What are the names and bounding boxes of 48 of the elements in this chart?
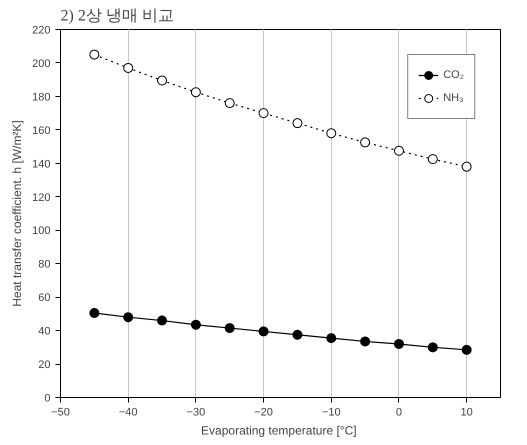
point xyxy=(190,87,201,98)
x-axis-title: Evaporating temperature [°C] xyxy=(201,424,357,438)
point xyxy=(394,338,404,349)
y-tick-label: 220 xyxy=(32,24,51,36)
x-tick-label: 0 xyxy=(396,406,402,418)
y-tick-label: 200 xyxy=(32,58,51,70)
point xyxy=(224,323,235,334)
y-axis-title: Heat transfer coefficient. h [W/m²K] xyxy=(10,120,24,307)
point xyxy=(462,344,472,355)
point xyxy=(360,137,370,148)
y-tick-label: 180 xyxy=(32,91,51,104)
point xyxy=(123,62,134,73)
y-tick-label: 40 xyxy=(38,326,51,338)
point xyxy=(292,118,302,128)
point xyxy=(428,342,438,352)
legend-label: CO₂ xyxy=(443,69,464,81)
x-tick-label: −20 xyxy=(254,406,273,418)
y-tick-label: 120 xyxy=(32,192,51,204)
x-tick-label: −40 xyxy=(118,406,138,418)
point xyxy=(123,312,134,322)
point xyxy=(157,316,168,326)
point xyxy=(190,320,201,330)
point xyxy=(326,128,336,138)
point xyxy=(326,333,336,344)
point xyxy=(224,98,235,108)
point xyxy=(89,308,100,318)
y-tick-label: 0 xyxy=(44,392,51,404)
point xyxy=(428,154,438,164)
point xyxy=(258,326,269,336)
y-tick-label: 80 xyxy=(38,258,51,271)
y-tick-label: 140 xyxy=(32,158,51,170)
point xyxy=(462,162,472,172)
point xyxy=(258,108,269,118)
point xyxy=(292,330,302,340)
point xyxy=(394,146,404,156)
y-tick-label: 160 xyxy=(32,124,51,137)
y-tick-label: 20 xyxy=(38,359,51,372)
x-tick-label: −50 xyxy=(51,406,70,418)
y-tick-label: 60 xyxy=(38,292,51,304)
x-tick-label: −10 xyxy=(322,406,341,418)
x-tick-label: −30 xyxy=(186,406,206,418)
y-tick-label: 100 xyxy=(32,225,51,238)
point xyxy=(360,336,370,346)
point xyxy=(89,50,100,60)
point xyxy=(157,76,168,86)
x-tick-label: 10 xyxy=(460,406,473,418)
chart-title: 2) 2상 냉매 비교 xyxy=(60,8,174,24)
legend-label: NH₃ xyxy=(443,92,464,104)
